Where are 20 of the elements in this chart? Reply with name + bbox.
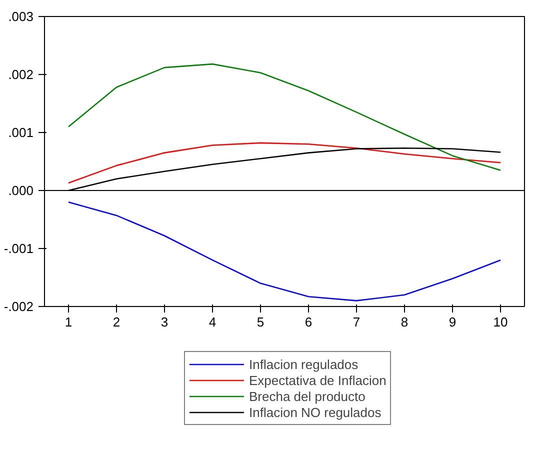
x-tick-label: 3: [160, 314, 168, 330]
x-tick-label: 2: [112, 314, 120, 330]
y-tick-label: .003: [8, 9, 34, 24]
x-tick-label: 4: [208, 314, 216, 330]
y-tick-label: -.001: [4, 241, 34, 256]
x-tick-label: 9: [448, 314, 456, 330]
y-tick-label: .002: [8, 67, 34, 82]
y-tick-label: -.002: [4, 299, 34, 314]
x-tick-label: 6: [304, 314, 312, 330]
x-tick-label: 7: [352, 314, 360, 330]
legend-label: Inflacion NO regulados: [249, 404, 382, 420]
x-tick-label: 1: [64, 314, 72, 330]
x-tick-label: 8: [400, 314, 408, 330]
y-tick-label: .001: [8, 125, 34, 140]
x-tick-label: 10: [493, 314, 508, 330]
y-tick-label: .000: [8, 183, 34, 198]
x-tick-label: 5: [256, 314, 264, 330]
legend-label: Expectativa de Inflacion: [249, 372, 386, 388]
legend-label: Inflacion regulados: [249, 356, 358, 372]
legend-label: Brecha del producto: [249, 388, 366, 404]
